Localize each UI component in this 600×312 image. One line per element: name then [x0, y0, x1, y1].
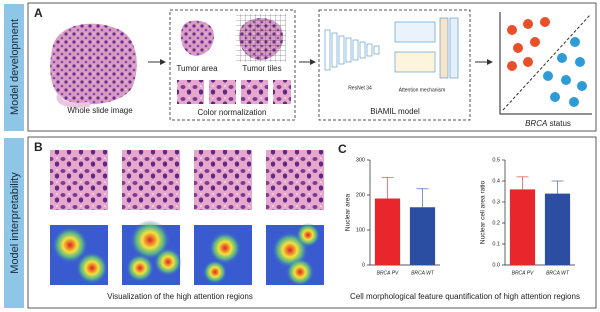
- panel-letter: C: [338, 142, 347, 156]
- caption: Cell morphological feature quantificatio…: [350, 292, 580, 301]
- scatter-dots: [543, 37, 587, 107]
- label: Whole slide image: [67, 106, 133, 115]
- panel-box: [27, 136, 597, 309]
- y-tick-label: 0.2: [492, 220, 500, 226]
- bar: [509, 189, 536, 265]
- y-tick-label: 0: [362, 262, 365, 268]
- panel-letter: A: [34, 6, 43, 20]
- side-label: Model interpretability: [9, 172, 21, 274]
- dashed-box: [318, 9, 471, 121]
- divider: [502, 14, 591, 111]
- tile: [241, 80, 268, 104]
- x-tick-label: BRCA PV: [377, 270, 399, 276]
- label: Tumor tiles: [242, 64, 281, 73]
- y-tick-label: 0.4: [492, 178, 500, 184]
- label-gene: BRCA: [525, 119, 547, 128]
- tile: [273, 80, 291, 104]
- tile: [209, 80, 236, 104]
- y-tick-label: 200: [356, 192, 365, 198]
- label-text: status: [550, 119, 571, 128]
- label: Color normalization: [198, 108, 267, 117]
- y-tick-label: 0.3: [492, 199, 500, 205]
- panel-letter: B: [34, 140, 43, 154]
- y-tick-label: 100: [356, 227, 365, 233]
- tile: [177, 80, 204, 104]
- dashed-box: [169, 9, 296, 121]
- panel-box: [27, 2, 597, 132]
- y-tick-label: 0.0: [492, 262, 500, 268]
- side-label-box: [4, 4, 24, 131]
- y-tick-label: 0.1: [492, 241, 500, 247]
- y-axis-label: Nuclear area: [345, 194, 352, 232]
- label: Tumor area: [176, 64, 218, 73]
- bar: [544, 193, 571, 265]
- scatter-axes: [499, 12, 592, 115]
- caption: Visualization of the high attention regi…: [107, 292, 253, 301]
- y-tick-label: 300: [356, 157, 365, 163]
- slide-image: [56, 93, 91, 108]
- slide-image: [50, 23, 137, 105]
- side-label-box: [4, 138, 24, 308]
- label: BiAMIL model: [370, 107, 420, 116]
- tile-grid: [236, 14, 286, 62]
- label: Attention mechanism: [399, 87, 446, 93]
- y-tick-label: 0.5: [492, 157, 500, 163]
- x-tick-label: BRCA PV: [512, 270, 534, 276]
- bar: [374, 198, 401, 265]
- tumor-area-image: [180, 20, 215, 56]
- label: BRCA status: [525, 119, 571, 128]
- scatter-dots: [507, 17, 550, 71]
- side-label: Model development: [9, 19, 21, 115]
- label: ResNet 34: [348, 85, 372, 91]
- network: [324, 17, 459, 79]
- patch-images: [50, 150, 324, 286]
- x-tick-label: BRCA WT: [411, 270, 435, 276]
- bar: [409, 207, 436, 265]
- y-axis-label: Nuclear cell area ratio: [480, 181, 487, 245]
- x-tick-label: BRCA WT: [546, 270, 570, 276]
